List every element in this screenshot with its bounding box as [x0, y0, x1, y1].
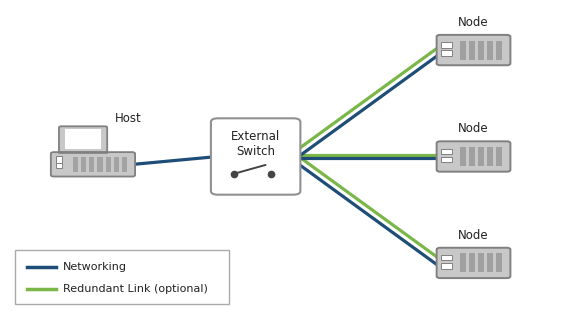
Bar: [81, 157, 86, 172]
Bar: [98, 157, 103, 172]
FancyBboxPatch shape: [437, 35, 510, 65]
FancyBboxPatch shape: [51, 152, 135, 177]
FancyBboxPatch shape: [437, 248, 510, 278]
Bar: [460, 253, 466, 273]
Text: Node: Node: [458, 16, 489, 29]
Text: External
Switch: External Switch: [231, 130, 280, 158]
Bar: [460, 40, 466, 60]
FancyBboxPatch shape: [15, 250, 229, 304]
Text: Networking: Networking: [63, 262, 127, 272]
Bar: [469, 147, 475, 166]
Bar: [56, 161, 62, 168]
Bar: [106, 157, 111, 172]
FancyBboxPatch shape: [437, 141, 510, 172]
Bar: [469, 40, 475, 60]
Bar: [487, 253, 493, 273]
Bar: [487, 147, 493, 166]
Bar: [442, 255, 453, 260]
Bar: [442, 50, 453, 56]
Bar: [442, 263, 453, 269]
Bar: [442, 157, 453, 162]
Bar: [442, 149, 453, 154]
Text: Node: Node: [458, 228, 489, 242]
Bar: [496, 147, 502, 166]
Bar: [478, 147, 484, 166]
Bar: [469, 253, 475, 273]
Bar: [56, 156, 62, 163]
FancyBboxPatch shape: [59, 126, 107, 152]
FancyBboxPatch shape: [211, 118, 300, 195]
Bar: [114, 157, 119, 172]
Text: Host: Host: [114, 112, 141, 125]
Bar: [460, 147, 466, 166]
Bar: [496, 253, 502, 273]
Bar: [478, 253, 484, 273]
Bar: [442, 42, 453, 48]
Bar: [496, 40, 502, 60]
Bar: [89, 157, 94, 172]
Bar: [123, 157, 127, 172]
Bar: [478, 40, 484, 60]
Bar: [487, 40, 493, 60]
Text: Node: Node: [458, 122, 489, 135]
Text: Redundant Link (optional): Redundant Link (optional): [63, 284, 208, 294]
Bar: [73, 157, 78, 172]
Bar: [64, 130, 102, 149]
